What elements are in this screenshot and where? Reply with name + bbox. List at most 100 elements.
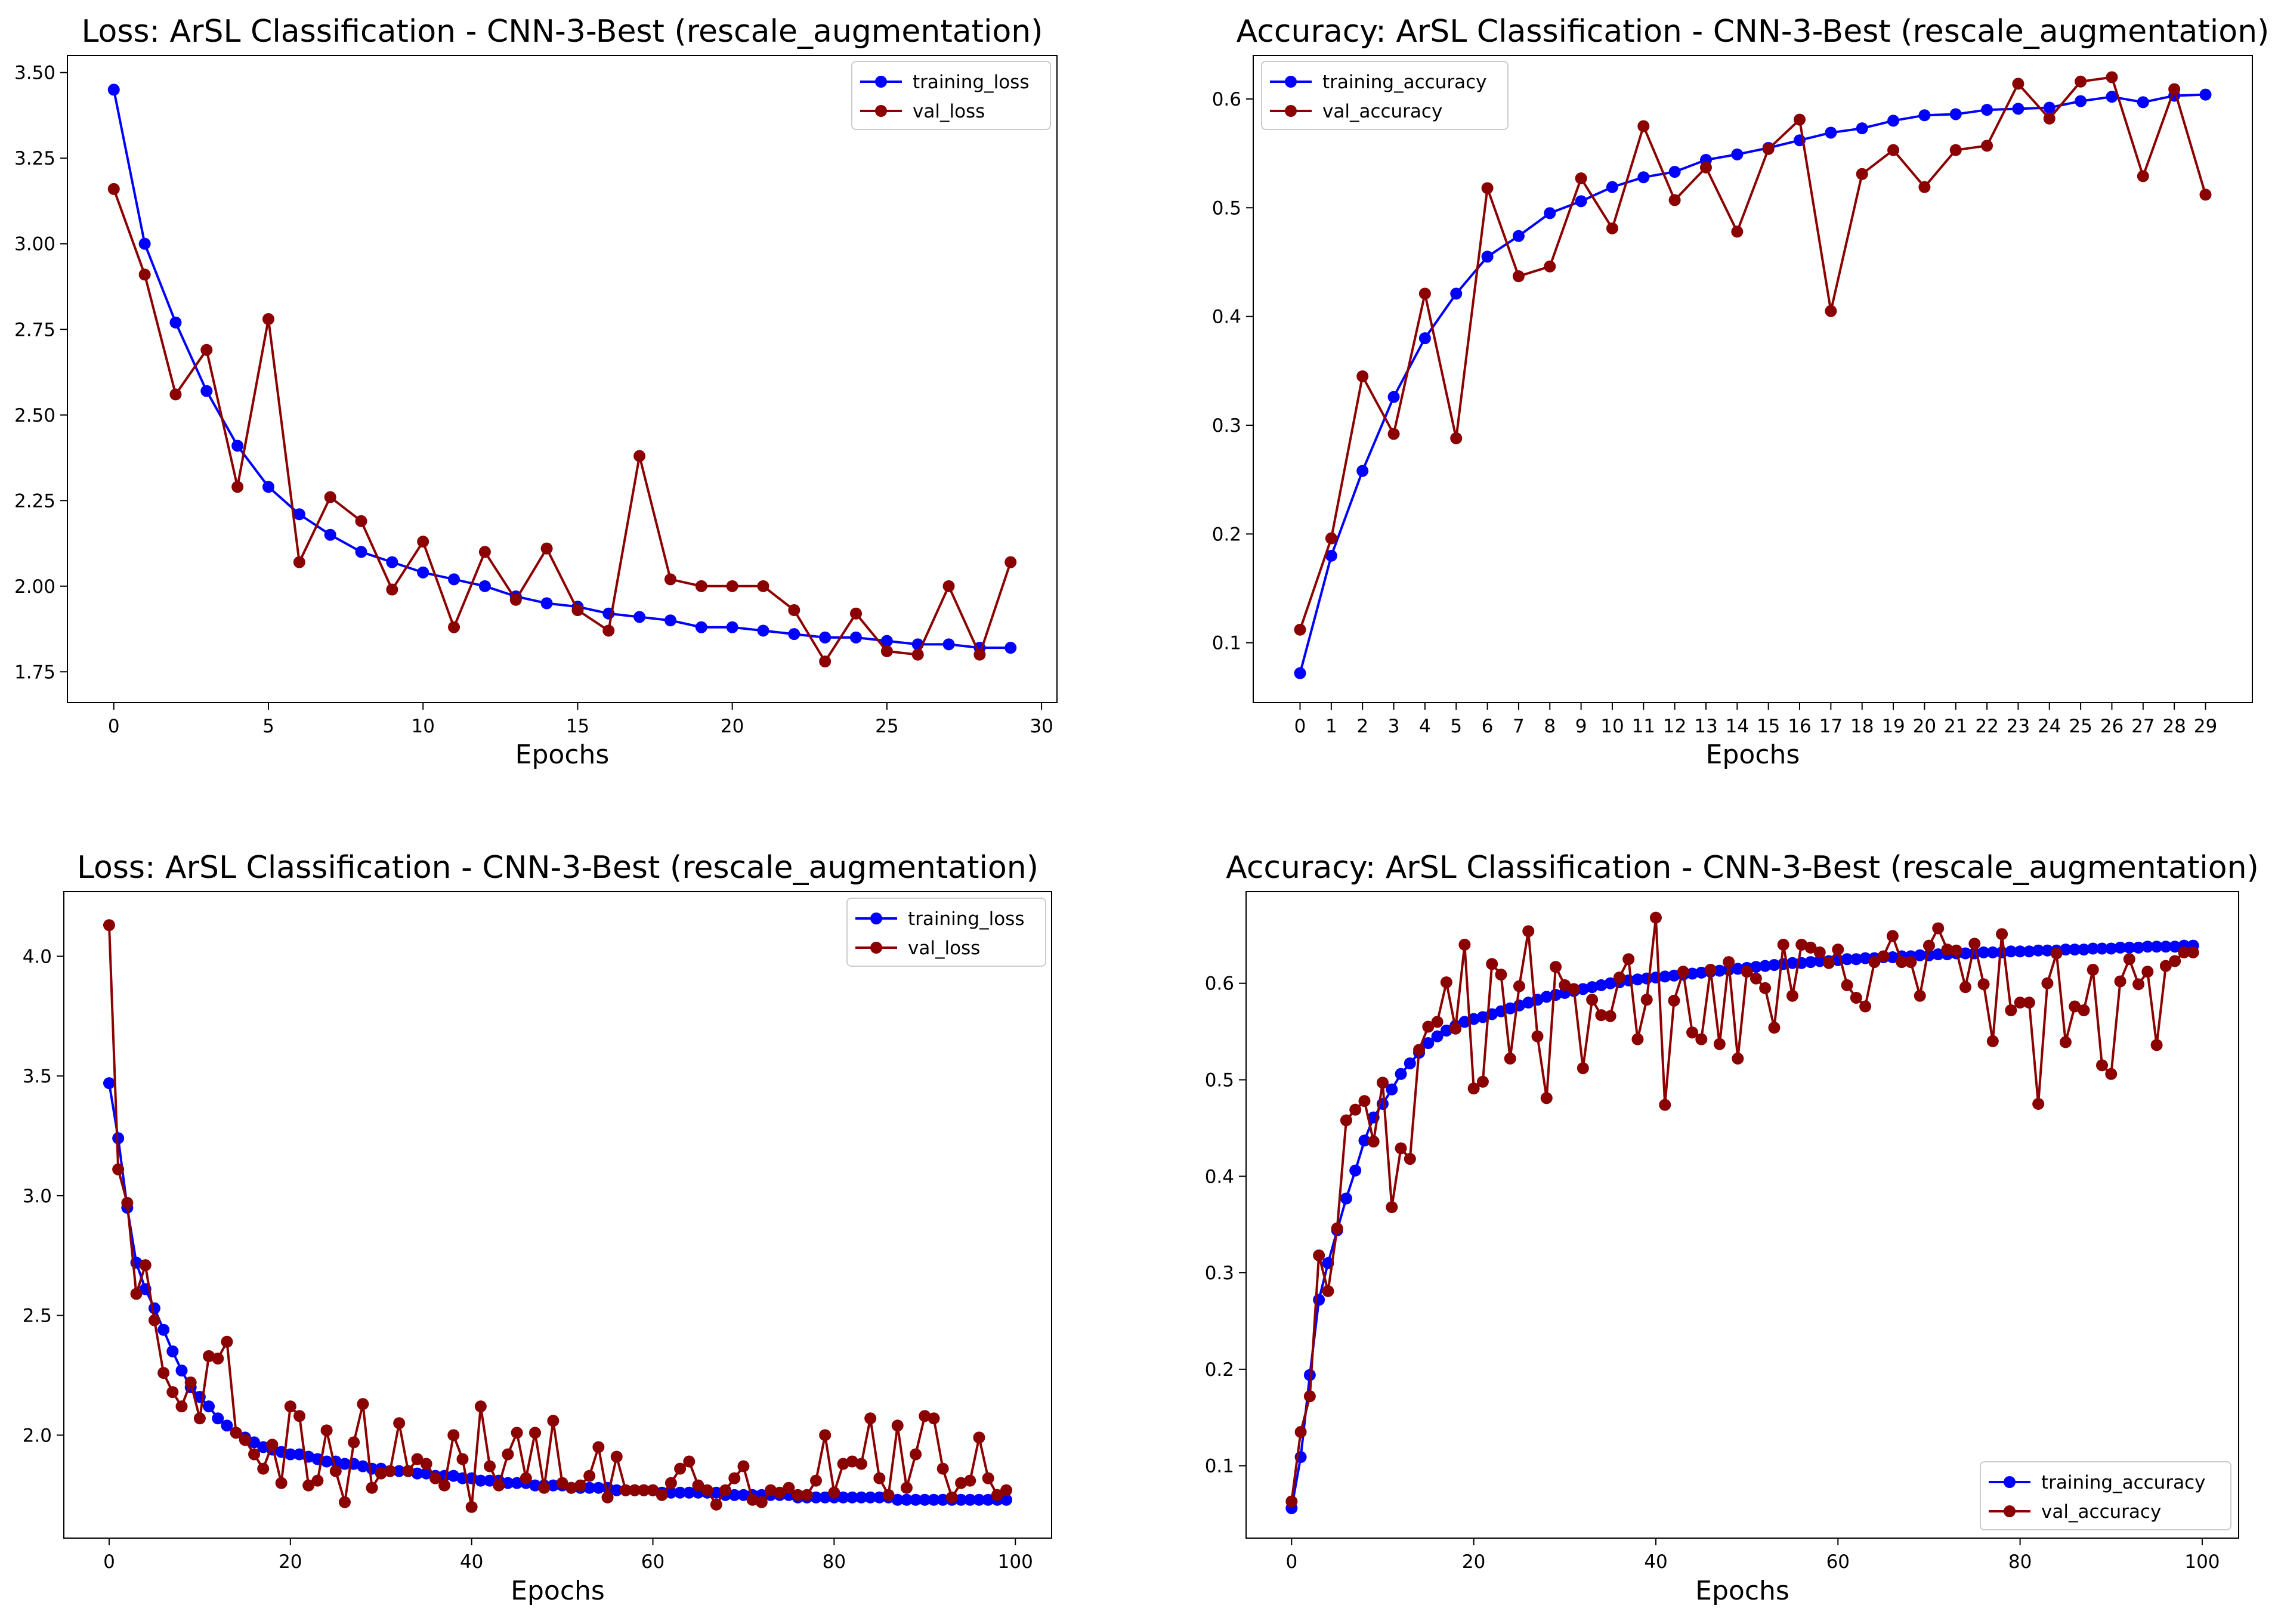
data-point-val_loss [629, 1484, 641, 1496]
data-point-val_accuracy [2137, 170, 2149, 182]
data-point-val_accuracy [1695, 1033, 1708, 1045]
data-point-training_loss [203, 1400, 215, 1413]
data-point-val_accuracy [1325, 532, 1337, 545]
data-point-val_loss [502, 1448, 514, 1461]
y-tick-label: 3.0 [23, 1186, 52, 1207]
data-point-val_loss [511, 1427, 523, 1439]
data-point-val_loss [942, 580, 955, 592]
data-point-val_accuracy [1896, 956, 1908, 969]
data-point-val_accuracy [1531, 1030, 1544, 1043]
data-point-val_accuracy [2105, 1068, 2118, 1080]
data-point-val_loss [540, 542, 553, 555]
data-point-training_accuracy [1544, 207, 1556, 219]
data-point-val_accuracy [1631, 1033, 1644, 1045]
data-point-training_loss [257, 1441, 270, 1453]
data-point-val_loss [633, 450, 646, 462]
data-point-training_loss [942, 638, 955, 651]
data-point-val_loss [538, 1481, 551, 1494]
data-point-val_loss [257, 1462, 270, 1475]
data-point-val_accuracy [1322, 1285, 1334, 1297]
data-point-val_loss [474, 1400, 487, 1413]
data-point-val_accuracy [1786, 989, 1798, 1002]
data-point-val_loss [520, 1472, 532, 1484]
data-point-training_loss [850, 631, 863, 644]
data-point-training_accuracy [1659, 970, 1671, 983]
data-point-val_accuracy [1450, 432, 1463, 444]
data-point-training_accuracy [1859, 952, 1872, 964]
x-tick-label: 0 [108, 716, 120, 737]
series-line-training_accuracy [1299, 93, 2206, 674]
x-axis-label: Epochs [511, 1576, 605, 1606]
data-point-val_accuracy [1804, 941, 1817, 954]
data-point-training_accuracy [1949, 108, 1962, 120]
series-training_loss [107, 83, 1017, 654]
legend-box [851, 61, 1051, 130]
data-point-val_accuracy [1568, 983, 1580, 995]
data-point-val_loss [417, 536, 429, 548]
data-point-val_loss [311, 1474, 324, 1487]
data-point-val_accuracy [2087, 964, 2099, 976]
data-point-val_loss [850, 607, 863, 620]
data-point-val_loss [324, 491, 336, 503]
data-point-training_accuracy [2150, 941, 2163, 953]
data-point-val_loss [484, 1460, 496, 1473]
data-point-training_loss [393, 1465, 406, 1477]
data-point-val_accuracy [1922, 939, 1935, 952]
data-point-val_accuracy [1762, 143, 1775, 155]
data-point-val_loss [955, 1477, 968, 1489]
data-point-val_accuracy [1559, 979, 1571, 991]
data-point-val_loss [945, 1491, 958, 1504]
legend-label-val_accuracy: val_accuracy [2041, 1501, 2161, 1523]
data-point-val_loss [726, 580, 738, 592]
legend-label-val_accuracy: val_accuracy [1322, 101, 1442, 122]
data-point-val_accuracy [1458, 938, 1471, 951]
data-point-val_accuracy [1340, 1114, 1352, 1127]
data-point-val_loss [200, 344, 213, 356]
data-point-val_accuracy [1825, 305, 1837, 317]
data-point-val_accuracy [1431, 1016, 1444, 1028]
x-axis-label: Epochs [515, 740, 610, 770]
data-point-val_loss [601, 1491, 614, 1504]
data-point-val_accuracy [1932, 922, 1945, 935]
data-point-val_loss [757, 580, 769, 592]
data-point-val_loss [783, 1481, 795, 1494]
legend-label-training_loss: training_loss [913, 72, 1029, 93]
data-point-training_accuracy [2075, 95, 2087, 107]
data-point-training_accuracy [2023, 945, 2035, 958]
y-tick-label: 0.4 [1205, 1166, 1234, 1187]
legend-label-training_accuracy: training_accuracy [1322, 72, 1486, 93]
data-point-val_loss [393, 1417, 406, 1430]
data-point-val_accuracy [1723, 956, 1735, 969]
data-point-val_accuracy [1550, 961, 1562, 973]
data-point-val_accuracy [1294, 1426, 1307, 1439]
data-point-training_loss [231, 440, 244, 452]
data-point-val_loss [465, 1501, 478, 1513]
data-point-val_accuracy [1959, 981, 1972, 994]
data-point-val_loss [819, 655, 832, 668]
data-point-training_accuracy [1887, 115, 1900, 127]
data-point-training_accuracy [1918, 109, 1931, 122]
x-tick-label: 7 [1513, 716, 1525, 737]
data-point-training_accuracy [1349, 1164, 1362, 1177]
data-point-val_loss [656, 1489, 668, 1501]
legend-marker-training_loss [875, 76, 887, 88]
legend-marker-training_accuracy [2004, 1476, 2016, 1488]
x-tick-label: 20 [1913, 716, 1936, 737]
x-tick-label: 80 [2008, 1551, 2032, 1573]
data-point-training_accuracy [1387, 391, 1400, 403]
data-point-val_accuracy [1640, 994, 1653, 1006]
legend-label-val_loss: val_loss [913, 101, 985, 122]
x-tick-label: 19 [1881, 716, 1905, 737]
data-point-val_accuracy [1575, 172, 1587, 185]
x-tick-label: 16 [1788, 716, 1811, 737]
data-point-val_loss [266, 1439, 279, 1451]
legend-marker-val_loss [870, 942, 882, 954]
x-tick-label: 2 [1356, 716, 1368, 737]
data-point-val_loss [103, 919, 115, 932]
data-point-training_accuracy [2059, 944, 2072, 956]
data-point-training_loss [484, 1474, 496, 1487]
data-point-val_accuracy [2050, 947, 2063, 960]
data-point-training_loss [157, 1323, 170, 1336]
chart-title: Accuracy: ArSL Classification - CNN-3-Be… [1237, 14, 2270, 50]
data-point-val_accuracy [1356, 370, 1369, 382]
